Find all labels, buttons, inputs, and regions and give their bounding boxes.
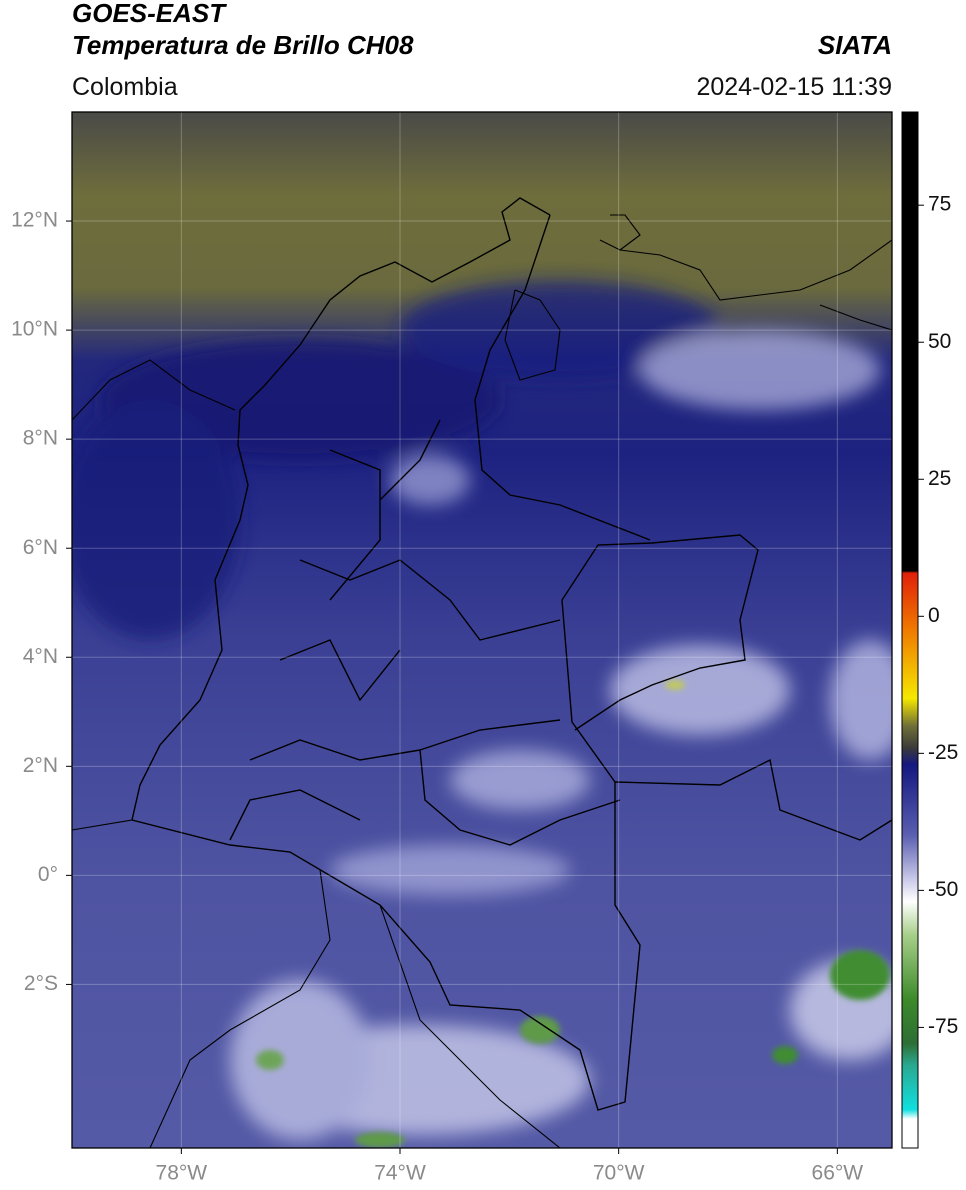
y-tick-label: 4°N [23,645,58,668]
satellite-image [72,112,892,1148]
colorbar-tick-label: 50 [928,330,951,353]
colorbar-tick-label: -50 [928,878,958,901]
datetime: 2024-02-15 11:39 [696,73,892,101]
subtitle: Temperatura de Brillo CH08 [72,30,414,60]
y-tick-label: 0° [38,863,58,886]
y-tick-label: 2°S [24,972,58,995]
y-tick-label: 2°N [23,754,58,777]
y-tick-label: 10°N [11,318,58,341]
x-tick-label: 66°W [812,1162,864,1185]
colorbar-tick-label: -75 [928,1015,958,1038]
colorbar-tick-label: 25 [928,467,951,490]
colorbar [901,111,919,1149]
source: SIATA [818,30,892,60]
x-tick-label: 78°W [156,1162,208,1185]
y-tick-label: 12°N [11,209,58,232]
region: Colombia [72,73,178,101]
colorbar-tick-label: 0 [928,604,940,627]
title: GOES-EAST [72,0,227,28]
map-frame [71,111,893,1149]
x-tick-label: 70°W [593,1162,645,1185]
colorbar-tick-label: 75 [928,193,951,216]
x-tick-label: 74°W [374,1162,426,1185]
colorbar-tick-label: -25 [928,741,958,764]
borders [72,197,892,1148]
y-tick-label: 6°N [23,536,58,559]
y-tick-label: 8°N [23,427,58,450]
axes: 78°W 74°W 70°W 66°W 12°N 10°N 8°N 6°N 4°N 2°N 0° 2°… [11,112,892,1185]
